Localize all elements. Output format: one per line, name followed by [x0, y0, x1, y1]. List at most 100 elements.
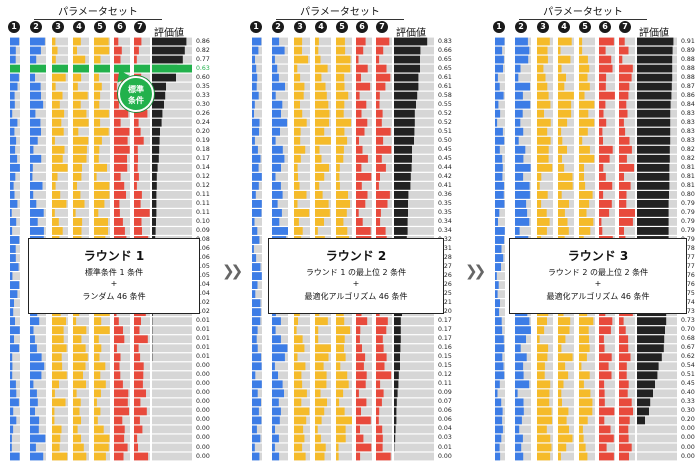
param-value-bar	[315, 154, 322, 163]
round-line-2: 最適化アルゴリズム 46 条件	[304, 292, 408, 301]
param-value-bar	[336, 389, 344, 398]
score-bar	[394, 199, 408, 208]
param-value-bar	[30, 190, 34, 199]
score-label: 0.89	[681, 46, 695, 54]
param-value-bar	[315, 344, 331, 353]
param-value-bar	[336, 344, 344, 353]
param-value-bar	[94, 199, 105, 208]
param-value-bar	[252, 344, 258, 353]
param-value-bar	[52, 109, 65, 118]
param-value-bar	[73, 163, 82, 172]
param-value-bar	[252, 389, 258, 398]
badge-line-2: 条件	[128, 96, 144, 105]
param-value-bar	[558, 380, 564, 389]
param-value-bar	[579, 109, 589, 118]
param-value-bar	[73, 127, 79, 136]
param-value-bar	[558, 82, 565, 91]
param-value-bar	[515, 55, 529, 64]
param-cell-bg	[30, 389, 46, 398]
score-bar	[152, 127, 160, 136]
param-value-bar	[294, 317, 298, 326]
score-bar-bg	[394, 380, 434, 389]
param-value-bar	[294, 371, 302, 380]
param-cell-bg	[599, 443, 615, 452]
score-label: 0.09	[438, 389, 452, 397]
score-bar	[637, 362, 659, 371]
param-value-bar	[515, 145, 526, 154]
param-value-bar	[619, 317, 624, 326]
score-bar-bg	[152, 190, 192, 199]
score-label: 0.24	[196, 118, 210, 126]
param-cell-bg	[94, 118, 110, 127]
param-cell-bg	[376, 109, 392, 118]
param-value-bar	[495, 371, 505, 380]
param-value-bar	[599, 416, 605, 425]
param-value-bar	[73, 227, 82, 235]
param-cell-bg	[272, 136, 288, 145]
param-cell-bg	[619, 55, 635, 64]
param-value-bar	[579, 317, 594, 326]
score-bar	[152, 199, 157, 208]
param-value-bar	[619, 227, 624, 235]
score-label: 0.45	[681, 380, 695, 388]
param-cell-bg	[558, 335, 574, 344]
param-value-bar	[579, 443, 586, 452]
param-value-bar	[134, 181, 137, 190]
param-cell-bg	[73, 389, 89, 398]
param-value-bar	[73, 416, 81, 425]
param-value-bar	[376, 199, 388, 208]
score-label: 0.17	[438, 335, 452, 343]
col-label-4: 4	[558, 21, 570, 33]
param-value-bar	[114, 209, 120, 217]
param-value-bar	[619, 181, 631, 190]
param-value-bar	[10, 236, 20, 244]
param-value-bar	[272, 82, 285, 91]
col-label-6: 6	[599, 21, 611, 33]
param-cell-bg	[272, 434, 288, 443]
param-value-bar	[558, 100, 572, 109]
param-value-bar	[252, 181, 259, 190]
param-value-bar	[294, 199, 298, 208]
param-cell-bg	[134, 154, 150, 163]
param-value-bar	[558, 199, 569, 208]
param-cell-bg	[376, 91, 392, 100]
score-label: 0.63	[196, 64, 210, 72]
score-label: 0.91	[681, 37, 695, 45]
score-label: 0.86	[196, 37, 210, 45]
param-cell-bg	[336, 398, 352, 407]
param-value-bar	[52, 127, 64, 136]
score-label: 0.02	[196, 308, 210, 316]
score-bar-bg	[152, 416, 192, 425]
param-cell-bg	[376, 218, 392, 226]
param-value-bar	[252, 46, 259, 55]
param-value-bar	[579, 163, 584, 172]
score-label: 0.83	[681, 127, 695, 135]
param-cell-bg	[94, 344, 110, 353]
param-value-bar	[336, 46, 346, 55]
param-value-bar	[252, 37, 262, 46]
score-bar	[394, 136, 414, 145]
param-cell-bg	[134, 64, 150, 73]
param-cell-bg	[294, 218, 310, 226]
score-bar	[394, 353, 400, 362]
param-cell-bg	[134, 317, 150, 326]
param-value-bar	[558, 109, 572, 118]
round-line-1: 標準条件 1 条件	[84, 268, 144, 277]
score-label: 0.14	[196, 163, 210, 171]
score-bar	[637, 100, 671, 109]
score-label: 0.35	[196, 82, 210, 90]
param-value-bar	[252, 218, 255, 226]
score-label: 0.88	[681, 55, 695, 63]
param-value-bar	[579, 371, 590, 380]
param-value-bar	[495, 434, 502, 443]
param-cell-bg	[52, 416, 68, 425]
param-value-bar	[537, 64, 544, 73]
score-bar-bg	[152, 127, 192, 136]
param-cell-bg	[252, 290, 262, 299]
score-label: 0.11	[196, 199, 210, 207]
param-value-bar	[376, 209, 381, 217]
param-cell-bg	[272, 55, 288, 64]
param-value-bar	[94, 91, 101, 100]
param-value-bar	[294, 443, 303, 452]
param-value-bar	[336, 82, 345, 91]
